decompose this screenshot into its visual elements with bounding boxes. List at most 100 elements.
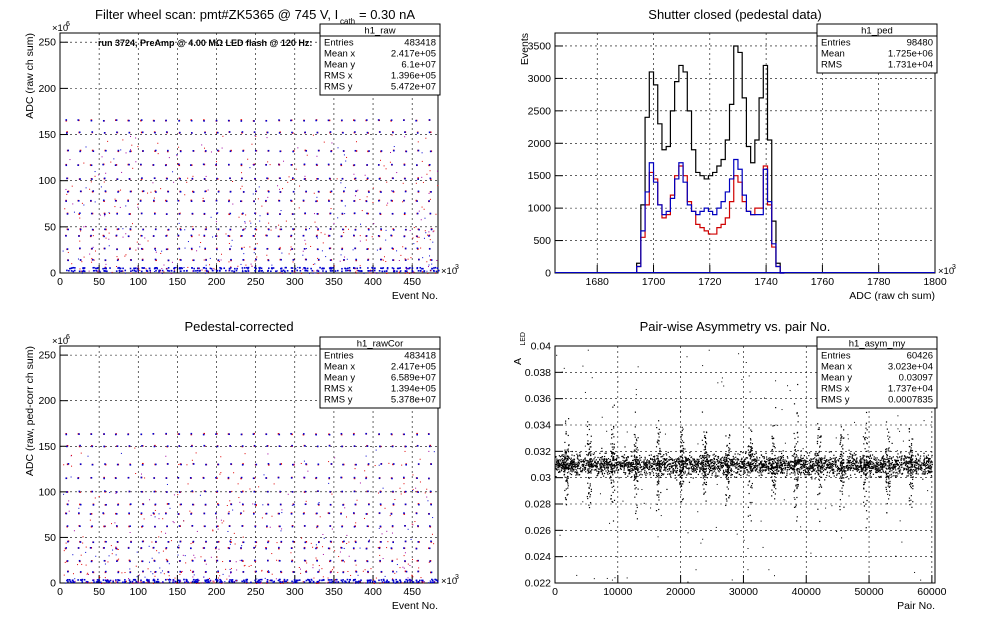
scatter-point xyxy=(896,463,899,465)
scatter-point xyxy=(122,228,124,230)
scatter-point xyxy=(385,270,388,272)
scatter-point xyxy=(190,119,193,122)
scatter-point xyxy=(225,233,227,235)
scatter-point xyxy=(437,269,440,272)
scatter-point xyxy=(638,459,640,461)
scatter-point xyxy=(116,445,119,448)
scatter-point xyxy=(320,272,322,274)
scatter-point xyxy=(186,579,188,581)
scatter-point xyxy=(165,119,167,122)
scatter-point xyxy=(910,465,912,467)
scatter-point xyxy=(430,571,433,574)
stats-value: 6.589e+07 xyxy=(391,373,436,384)
scatter-point xyxy=(399,270,402,273)
scatter-point xyxy=(226,505,228,507)
scatter-point xyxy=(420,247,422,249)
scatter-point xyxy=(594,461,597,463)
scatter-point xyxy=(370,269,372,271)
scatter-point xyxy=(870,469,873,472)
scatter-point xyxy=(254,247,257,250)
scatter-point xyxy=(271,264,273,266)
scatter-point xyxy=(112,580,114,583)
x-tick-label: 1700 xyxy=(642,276,666,288)
scatter-point xyxy=(117,548,119,550)
scatter-point xyxy=(752,453,754,455)
scatter-point xyxy=(382,259,384,261)
scatter-point xyxy=(684,472,686,474)
scatter-point xyxy=(165,578,167,581)
scatter-point xyxy=(670,472,672,474)
scatter-point xyxy=(306,562,308,564)
scatter-point xyxy=(623,466,625,469)
scatter-point xyxy=(65,542,67,544)
scatter-point xyxy=(366,131,369,134)
stats-value: 5.378e+07 xyxy=(391,395,436,406)
chart-title-tail: = 0.30 nA xyxy=(359,7,415,22)
scatter-point xyxy=(356,581,359,583)
scatter-point xyxy=(871,467,873,470)
scatter-point xyxy=(154,213,156,215)
scatter-point xyxy=(624,459,627,462)
scatter-point xyxy=(220,582,222,584)
scatter-point xyxy=(397,267,400,270)
scatter-point xyxy=(761,474,763,476)
scatter-point xyxy=(861,468,863,471)
y-axis-label: ADC (raw, ped-corr ch sum) xyxy=(24,346,36,476)
scatter-point xyxy=(805,467,807,470)
scatter-point xyxy=(88,270,90,272)
scatter-point xyxy=(422,181,424,183)
scatter-point xyxy=(254,559,256,562)
scatter-point xyxy=(253,131,256,133)
scatter-point xyxy=(190,581,192,583)
scatter-point xyxy=(103,270,105,272)
scatter-point xyxy=(367,190,370,193)
scatter-point xyxy=(230,538,232,540)
scatter-point xyxy=(392,259,394,261)
scatter-point xyxy=(680,456,682,458)
scatter-point xyxy=(891,457,893,459)
scatter-point xyxy=(275,270,277,273)
scatter-point xyxy=(887,459,890,462)
scatter-point xyxy=(125,205,127,207)
scatter-point xyxy=(624,472,626,474)
scatter-point xyxy=(158,271,160,273)
scatter-point xyxy=(839,461,842,464)
scatter-point xyxy=(620,465,622,468)
scatter-point xyxy=(382,267,385,269)
scatter-point xyxy=(378,512,381,514)
scatter-point xyxy=(320,232,322,234)
scatter-point xyxy=(881,471,883,474)
scatter-point xyxy=(930,460,932,462)
scatter-point xyxy=(391,525,394,527)
scatter-point xyxy=(95,250,97,252)
pad-ped: 1680 1700 1720 1740 1760 1780 1800050010001500… xyxy=(519,7,956,302)
scatter-point xyxy=(392,490,394,493)
scatter-point xyxy=(92,571,94,573)
scatter-point xyxy=(65,132,68,134)
scatter-point xyxy=(180,580,182,582)
scatter-point xyxy=(590,459,592,461)
scatter-point xyxy=(354,503,357,506)
scatter-point xyxy=(229,228,232,231)
scatter-point xyxy=(662,462,664,464)
scatter-point xyxy=(645,465,647,467)
scatter-point xyxy=(245,270,247,273)
scatter-point xyxy=(911,469,913,471)
scatter-point xyxy=(128,490,131,493)
scatter-point xyxy=(153,177,156,180)
scatter-point xyxy=(618,477,620,479)
scatter-point xyxy=(178,267,181,270)
scatter-point xyxy=(814,468,816,470)
scatter-point xyxy=(656,467,658,469)
scatter-point xyxy=(190,569,192,571)
scatter-point xyxy=(412,237,414,239)
scatter-point xyxy=(879,471,881,473)
scatter-point xyxy=(241,172,243,174)
scatter-point xyxy=(336,581,338,583)
scatter-point xyxy=(900,458,902,461)
scatter-point xyxy=(390,547,393,549)
scatter-point xyxy=(269,579,272,582)
scatter-point xyxy=(210,556,212,558)
scatter-point xyxy=(692,458,694,460)
scatter-point xyxy=(737,472,739,474)
